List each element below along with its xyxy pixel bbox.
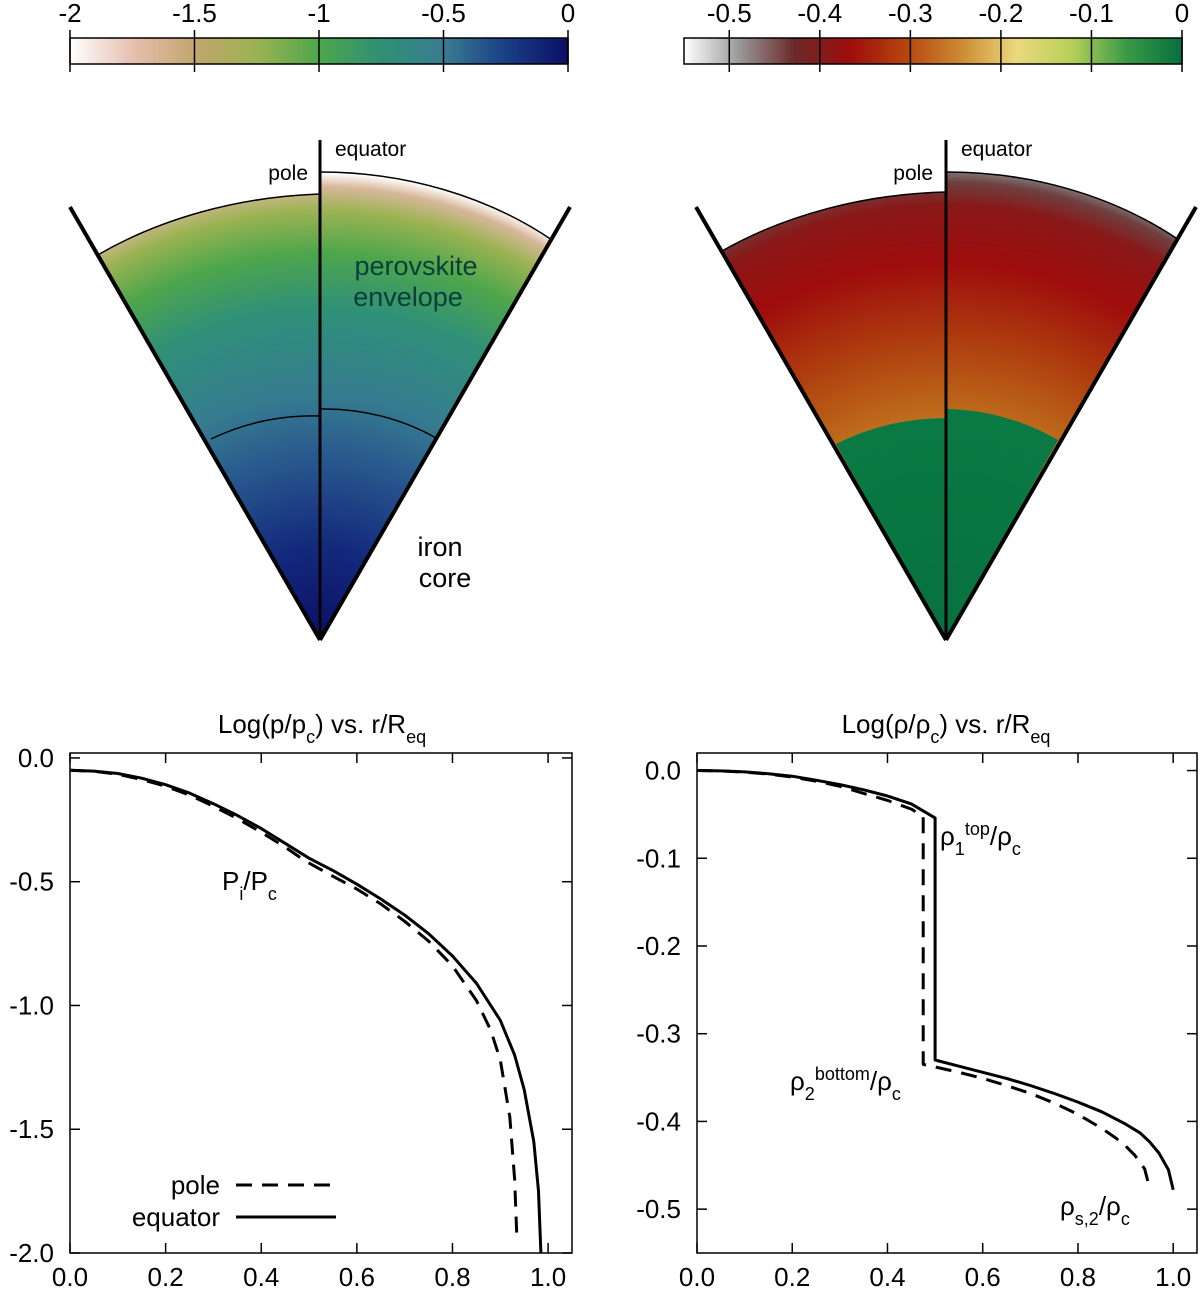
x-tick-label: 0.2 [148, 1262, 184, 1292]
pole-label: pole [268, 162, 308, 185]
colorbar-2-bar [683, 37, 1183, 65]
core-label-line1: iron [417, 532, 462, 562]
x-tick-label: 0.6 [965, 1262, 1001, 1292]
legend-label-equator: equator [132, 1202, 221, 1232]
wedge-pressure: pole equator perovskite envelope iron co… [68, 138, 572, 642]
wedge-density-envelope [722, 171, 1176, 640]
core-boundary-pole [210, 415, 321, 440]
y-tick-label: -0.4 [636, 1106, 681, 1136]
colorbar-2-tick-label: -0.5 [707, 0, 752, 28]
wedge-left-edge [694, 205, 948, 642]
colorbar-2-tick-label: 0 [1175, 0, 1189, 28]
axes: 0.0 0.2 0.4 0.6 0.8 1.0 0.0 -0.1 -0.2 -0.3 -0.4 -0.… [636, 753, 1197, 1292]
y-tick-label: -0.3 [636, 1019, 681, 1049]
colorbar-2-tick-label: -0.2 [979, 0, 1024, 28]
pole-surface-outline [721, 191, 947, 252]
colorbar-1-tick-label: -0.5 [421, 0, 466, 28]
x-tick-label: 1.0 [530, 1262, 566, 1292]
y-tick-label: 0.0 [645, 756, 681, 786]
y-tick-label: -0.1 [636, 843, 681, 873]
series-group [696, 769, 1175, 1191]
x-tick-label: 0.6 [339, 1262, 375, 1292]
colorbar-1: -2 -1.5 -1 -0.5 0 [58, 0, 575, 72]
y-tick-label: -1.5 [9, 1114, 54, 1144]
legend-label-pole: pole [171, 1170, 220, 1200]
chart-title: Log(ρ/ρc) vs. r/Req [842, 709, 1051, 747]
x-tick-label: 0.4 [869, 1262, 905, 1292]
wedge-right-edge [318, 205, 572, 642]
equator-label: equator [335, 138, 406, 161]
annotation-rho2-bottom: ρ2bottom/ρc [790, 1064, 901, 1104]
colorbar-2-tick-label: -0.3 [888, 0, 933, 28]
colorbar-2: -0.5 -0.4 -0.3 -0.2 -0.1 0 [683, 0, 1189, 72]
colorbar-1-tick-label: -1 [307, 0, 330, 28]
colorbar-1-tick-label: 0 [561, 0, 575, 28]
pole-surface-outline [95, 193, 321, 257]
colorbar-1-tick-label: -2 [58, 0, 81, 28]
x-tick-label: 0.8 [1060, 1262, 1096, 1292]
x-tick-label: 0.0 [52, 1262, 88, 1292]
series-line-equator [69, 768, 543, 1254]
equator-label: equator [961, 138, 1032, 161]
wedge-right-edge [944, 205, 1198, 642]
wedge-density: pole equator [694, 138, 1198, 642]
colorbar-1-tick-label: -1.5 [172, 0, 217, 28]
equator-surface-outline [945, 171, 1177, 239]
equator-surface-outline [319, 171, 553, 241]
annotation-pi-pc: Pi/Pc [222, 866, 277, 904]
y-tick-label: -1.0 [9, 990, 54, 1020]
colorbar-2-tick-label: -0.1 [1069, 0, 1114, 28]
y-tick-label: -0.5 [636, 1194, 681, 1224]
envelope-label-line1: perovskite [354, 251, 477, 281]
legend: pole equator [132, 1170, 336, 1232]
plot-frame [696, 752, 1198, 1254]
core-boundary-equator [319, 408, 437, 439]
y-tick-label: -0.2 [636, 931, 681, 961]
core-label-line2: core [419, 563, 472, 593]
plot-frame [69, 752, 573, 1254]
x-tick-label: 0.2 [774, 1262, 810, 1292]
annotation-rho1-top: ρ1top/ρc [940, 819, 1021, 859]
pole-label: pole [893, 162, 933, 185]
colorbar-2-tick-label: -0.4 [797, 0, 842, 28]
series-group [69, 768, 543, 1254]
series-line-equator [696, 769, 1175, 1191]
y-tick-label: -2.0 [9, 1238, 54, 1268]
series-line-pole [69, 768, 519, 1241]
chart-title: Log(p/pc) vs. r/Req [218, 709, 426, 747]
x-tick-label: 0.8 [434, 1262, 470, 1292]
x-tick-label: 0.4 [243, 1262, 279, 1292]
envelope-label-line2: envelope [353, 282, 463, 312]
wedge-pressure-fill [96, 171, 552, 640]
y-tick-label: 0.0 [18, 743, 54, 773]
x-tick-label: 0.0 [679, 1262, 715, 1292]
axes: 0.0 0.2 0.4 0.6 0.8 1.0 0.0 -0.5 -1.0 -1.5 -2.0 [9, 743, 572, 1292]
chart-pressure: Log(p/pc) vs. r/Req 0.0 0.2 0.4 0.6 0.8 1.00.… [9, 709, 573, 1292]
annotation-rho-s2: ρs,2/ρc [1060, 1191, 1130, 1229]
x-tick-label: 1.0 [1155, 1262, 1191, 1292]
series-line-pole [696, 769, 1151, 1188]
y-tick-label: -0.5 [9, 867, 54, 897]
chart-density: Log(ρ/ρc) vs. r/Req 0.0 0.2 0.4 0.6 0.8 1.00.… [636, 709, 1198, 1292]
wedge-left-edge [68, 205, 322, 642]
